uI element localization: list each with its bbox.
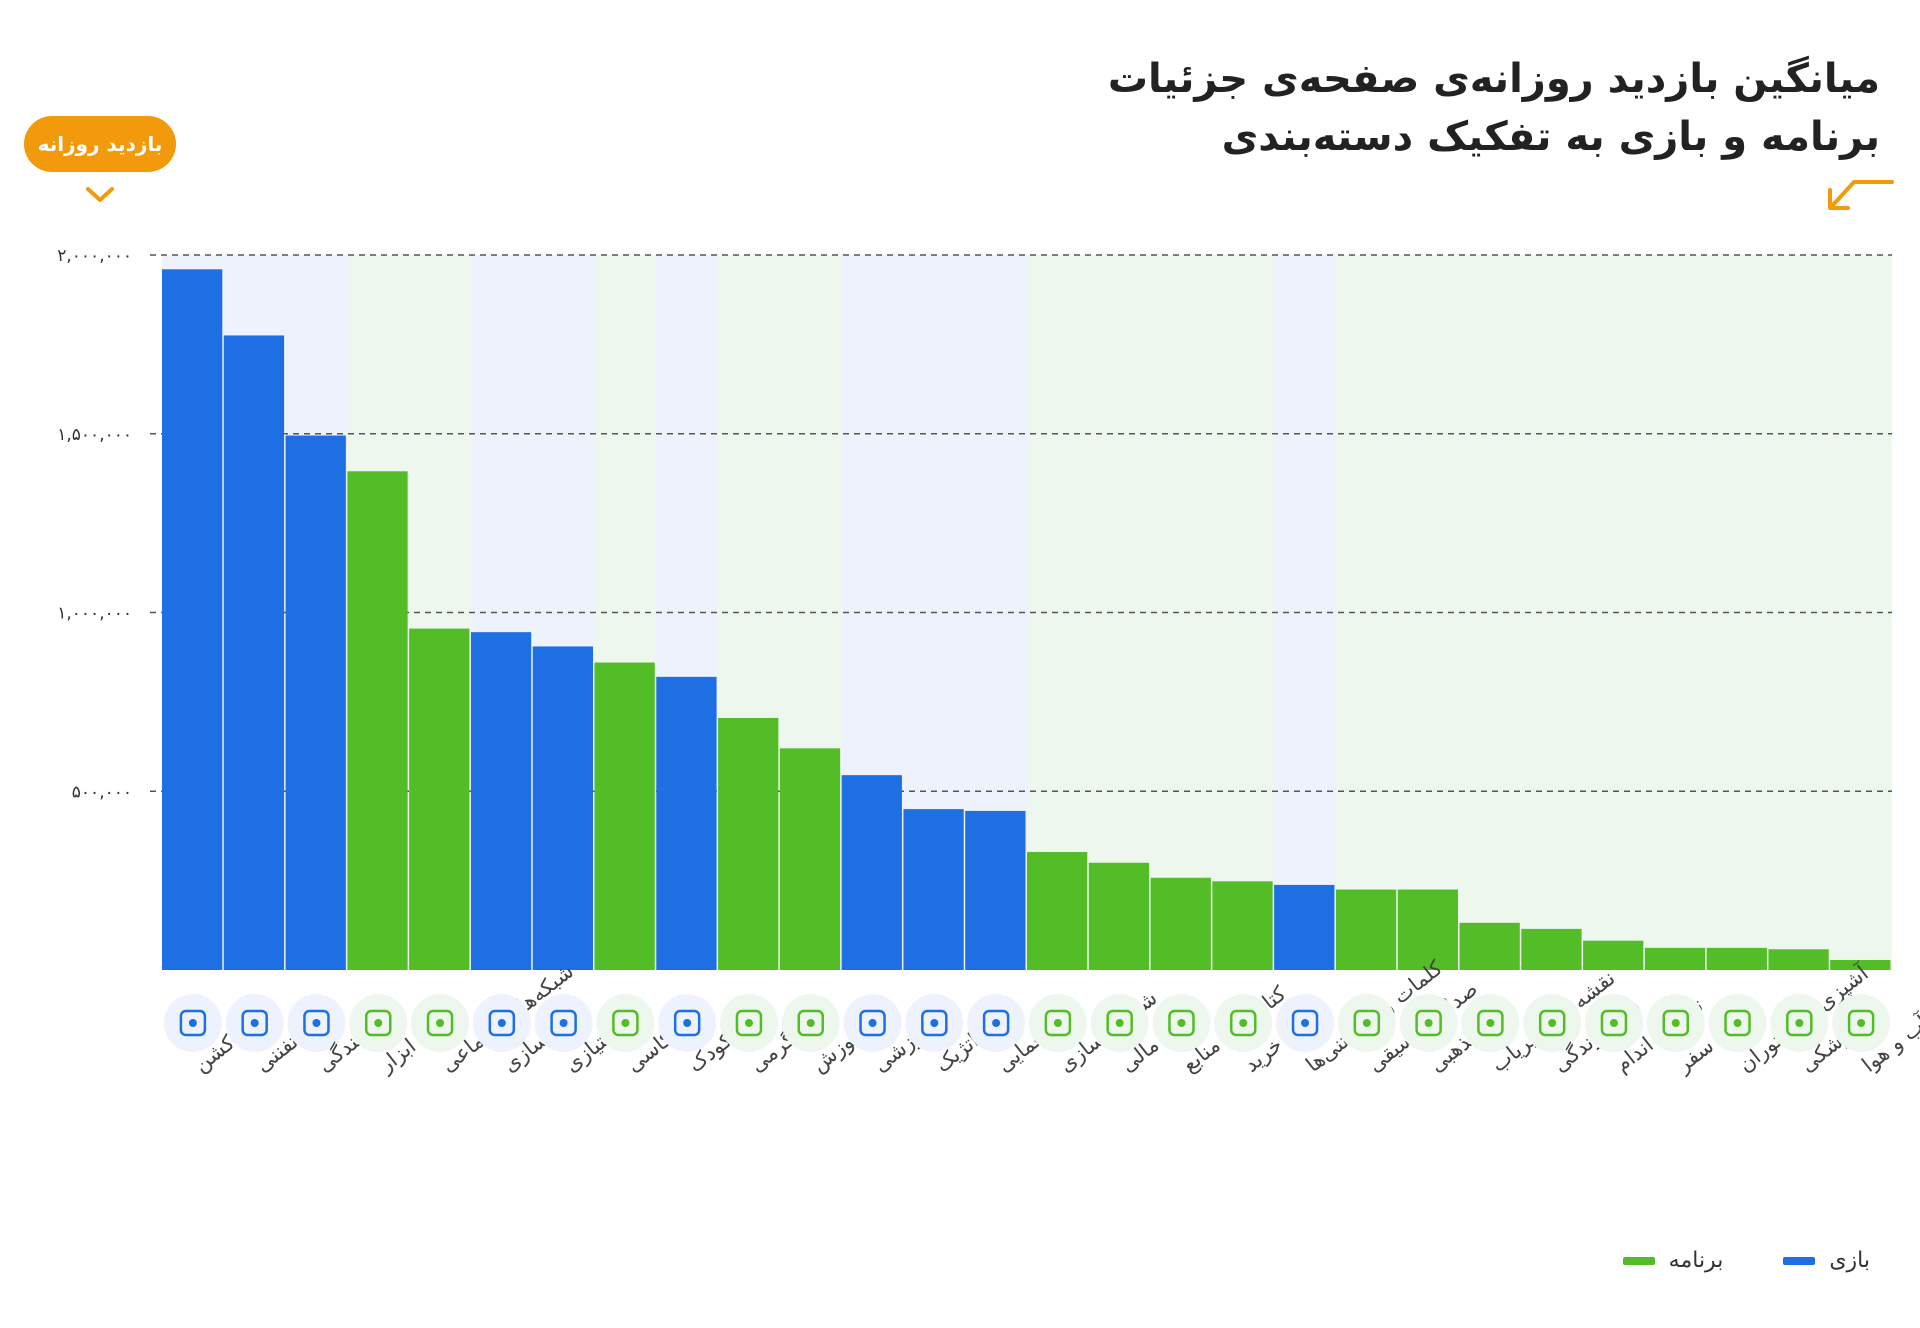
legend-label-game: بازی (1829, 1248, 1870, 1273)
bar (1644, 947, 1706, 970)
cooking-pot-icon (1708, 994, 1767, 1052)
bar (223, 335, 285, 970)
bar (285, 435, 346, 971)
bar (1768, 949, 1829, 970)
steering-wheel-icon (287, 994, 346, 1052)
gun-icon (163, 994, 222, 1052)
medicine-bottle-icon (1770, 994, 1829, 1052)
bar (903, 809, 964, 970)
bar (656, 676, 717, 970)
suitcase-icon (1646, 994, 1705, 1052)
band-background (1768, 255, 1831, 970)
car-icon (1461, 994, 1520, 1052)
tools-icon (349, 994, 408, 1052)
bar (1335, 889, 1397, 970)
band-background (1150, 255, 1213, 970)
music-note-icon (1337, 994, 1396, 1052)
castle-tower-icon (905, 994, 964, 1052)
tic-tac-toe-icon (225, 994, 284, 1052)
bar (532, 646, 593, 970)
y-axis-badge: بازدید روزانه (24, 116, 176, 172)
band-background (1644, 255, 1707, 970)
bar (1088, 862, 1150, 970)
bar (718, 717, 779, 970)
sofa-icon (1523, 994, 1582, 1052)
bar (470, 632, 532, 970)
legend-item-game: بازی (1783, 1248, 1870, 1273)
arrow-down-left-icon (1828, 180, 1894, 210)
camera-icon (596, 994, 655, 1052)
shopping-cart-icon (1214, 994, 1273, 1052)
bar (779, 748, 841, 970)
bar (965, 810, 1026, 970)
bar (1274, 884, 1335, 970)
social-profile-icon (411, 994, 470, 1052)
bar (1706, 947, 1767, 970)
legend-item-app: برنامه (1622, 1248, 1724, 1273)
image-icon (1028, 994, 1087, 1052)
chart-title: میانگین بازدید روزانه‌ی صفحه‌ی جزئیات بر… (980, 50, 1880, 166)
alphabet-icon (1276, 994, 1335, 1052)
vr-goggles-icon (472, 994, 531, 1052)
weather-cloud-icon (1832, 994, 1891, 1052)
book-icon (1152, 994, 1211, 1052)
bar (347, 471, 408, 970)
chart-title-line-2: برنامه و بازی به تفکیک دسته‌بندی (1221, 114, 1880, 160)
y-tick-label: ۱,۵۰۰,۰۰۰ (57, 425, 132, 445)
dumbbell-icon (1584, 994, 1643, 1052)
bar (1583, 940, 1644, 970)
bar (1521, 928, 1582, 970)
wallet-icon (1090, 994, 1149, 1052)
y-tick-label: ۱,۰۰۰,۰۰۰ (57, 604, 132, 624)
graduation-cap-icon (781, 994, 840, 1052)
puzzle-icon (719, 994, 778, 1052)
bar (1459, 922, 1520, 970)
pinwheel-icon (658, 994, 717, 1052)
trophy-icon (534, 994, 593, 1052)
y-tick-label: ۵۰۰,۰۰۰ (72, 782, 132, 802)
bar (841, 775, 902, 970)
mosque-icon (1399, 994, 1458, 1052)
chart-legend: بازی برنامه (1622, 1248, 1870, 1273)
legend-swatch-game (1783, 1256, 1816, 1265)
bar (1397, 889, 1458, 970)
y-tick-label: ۲,۰۰۰,۰۰۰ (57, 246, 132, 266)
band-background (1459, 255, 1522, 970)
legend-label-app: برنامه (1668, 1248, 1724, 1273)
band-background (1335, 255, 1398, 970)
legend-swatch-app (1622, 1256, 1655, 1265)
soccer-ball-icon (843, 994, 902, 1052)
bar (1212, 881, 1273, 970)
chart-title-line-1: میانگین بازدید روزانه‌ی صفحه‌ی جزئیات (1107, 56, 1880, 102)
question-mark-icon (967, 994, 1026, 1052)
bar (409, 628, 470, 970)
bar (162, 269, 223, 970)
bar (1027, 852, 1088, 970)
bar (594, 662, 655, 970)
chevron-down-icon (86, 187, 114, 202)
bar (1830, 959, 1891, 970)
bar (1150, 877, 1211, 970)
